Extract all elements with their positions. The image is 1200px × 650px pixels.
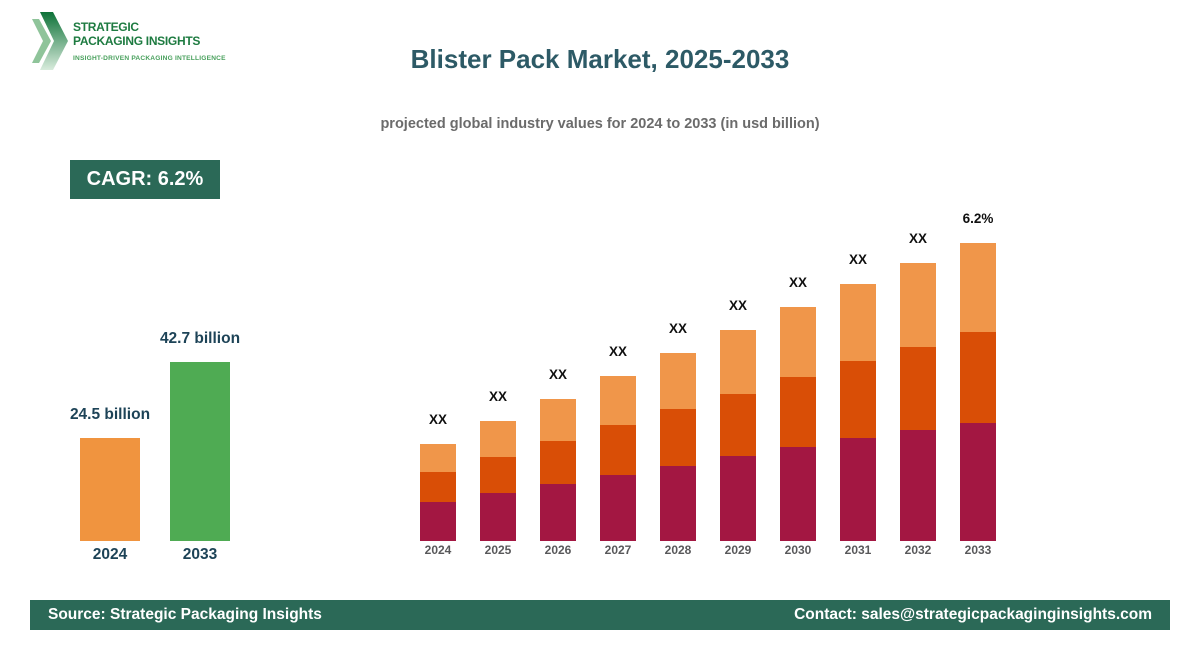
stacked-bar-segment-middle-segment — [480, 457, 516, 493]
chevron-logo-icon — [32, 12, 68, 70]
stacked-bar-value-label: XX — [548, 367, 567, 382]
stacked-bar-year-label: 2030 — [784, 543, 812, 557]
stacked-bar-segment-top-segment — [660, 353, 696, 409]
stacked-bar-year-label: 2025 — [484, 543, 512, 557]
stacked-bar-segment-bottom-segment — [720, 456, 756, 541]
chart-subtitle: projected global industry values for 202… — [380, 116, 820, 132]
stacked-bar-segment-bottom-segment — [540, 484, 576, 541]
contact-text: Contact: sales@strategicpackaginginsight… — [794, 606, 1152, 623]
stacked-bar-segment-bottom-segment — [840, 438, 876, 541]
brand-logo: STRATEGIC PACKAGING INSIGHTS INSIGHT-DRI… — [32, 12, 226, 70]
mini-bar-year-label: 2033 — [182, 546, 218, 563]
stacked-bar-value-label: XX — [788, 275, 807, 290]
stacked-bar-segment-middle-segment — [960, 332, 996, 423]
mini-bar-value-label: 42.7 billion — [159, 330, 241, 347]
brand-text-block: STRATEGIC PACKAGING INSIGHTS INSIGHT-DRI… — [73, 12, 226, 62]
stacked-bar-value-label: XX — [908, 231, 927, 246]
mini-bar-2024 — [80, 438, 140, 541]
stacked-bar-value-label: XX — [728, 298, 747, 313]
stacked-bar-value-label: XX — [668, 321, 687, 336]
stacked-bar-year-label: 2033 — [964, 543, 992, 557]
stacked-bar-segment-top-segment — [720, 330, 756, 394]
stacked-bar-value-label: XX — [608, 344, 627, 359]
stacked-bar-segment-top-segment — [600, 376, 636, 425]
stacked-bar-value-label: XX — [488, 389, 507, 404]
stacked-bar-segment-bottom-segment — [900, 430, 936, 541]
stacked-bar-segment-bottom-segment — [960, 423, 996, 541]
stacked-bar-segment-bottom-segment — [660, 466, 696, 541]
stacked-bar-segment-top-segment — [480, 421, 516, 457]
brand-tagline: INSIGHT-DRIVEN PACKAGING INTELLIGENCE — [73, 55, 226, 62]
mini-bar-value-label: 24.5 billion — [69, 406, 151, 423]
brand-name-line1: STRATEGIC — [73, 20, 139, 34]
stacked-bar-segment-middle-segment — [720, 394, 756, 456]
stacked-bar-year-label: 2027 — [604, 543, 632, 557]
mini-bar-2033 — [170, 362, 230, 541]
cagr-badge: CAGR: 6.2% — [70, 160, 220, 199]
stacked-bar-segment-middle-segment — [540, 441, 576, 484]
stacked-bar-value-label: 6.2% — [962, 211, 994, 226]
stacked-bar-segment-bottom-segment — [420, 502, 456, 541]
mini-bar-year-label: 2024 — [92, 546, 128, 563]
stacked-bar-segment-top-segment — [840, 284, 876, 361]
source-text: Source: Strategic Packaging Insights — [48, 606, 322, 623]
stacked-bar-segment-middle-segment — [600, 425, 636, 475]
stacked-bar-value-label: XX — [428, 412, 447, 427]
stacked-bar-segment-middle-segment — [840, 361, 876, 438]
footer-bar: Source: Strategic Packaging Insights Con… — [30, 600, 1170, 630]
stacked-bar-year-label: 2029 — [724, 543, 752, 557]
stacked-bar-segment-middle-segment — [780, 377, 816, 447]
stacked-bar-year-label: 2031 — [844, 543, 872, 557]
stacked-bar-segment-middle-segment — [900, 347, 936, 430]
stacked-bar-value-label: XX — [848, 252, 867, 267]
stacked-bar-segment-bottom-segment — [780, 447, 816, 541]
stacked-bar-segment-top-segment — [540, 399, 576, 441]
stacked-bar-segment-middle-segment — [420, 472, 456, 502]
stacked-bar-year-label: 2026 — [544, 543, 572, 557]
stacked-bar-segment-bottom-segment — [480, 493, 516, 541]
stacked-bar-year-label: 2024 — [424, 543, 452, 557]
stacked-bar-year-label: 2032 — [904, 543, 932, 557]
stacked-bar-segment-top-segment — [960, 243, 996, 332]
stacked-bar-segment-top-segment — [780, 307, 816, 377]
stacked-bar-segment-bottom-segment — [600, 475, 636, 541]
page-title: Blister Pack Market, 2025-2033 — [410, 44, 790, 74]
stacked-bar-segment-middle-segment — [660, 409, 696, 466]
brand-name-line2: PACKAGING INSIGHTS — [73, 34, 201, 48]
stacked-bar-year-label: 2028 — [664, 543, 692, 557]
stacked-bar-segment-top-segment — [420, 444, 456, 472]
stacked-bar-segment-top-segment — [900, 263, 936, 347]
